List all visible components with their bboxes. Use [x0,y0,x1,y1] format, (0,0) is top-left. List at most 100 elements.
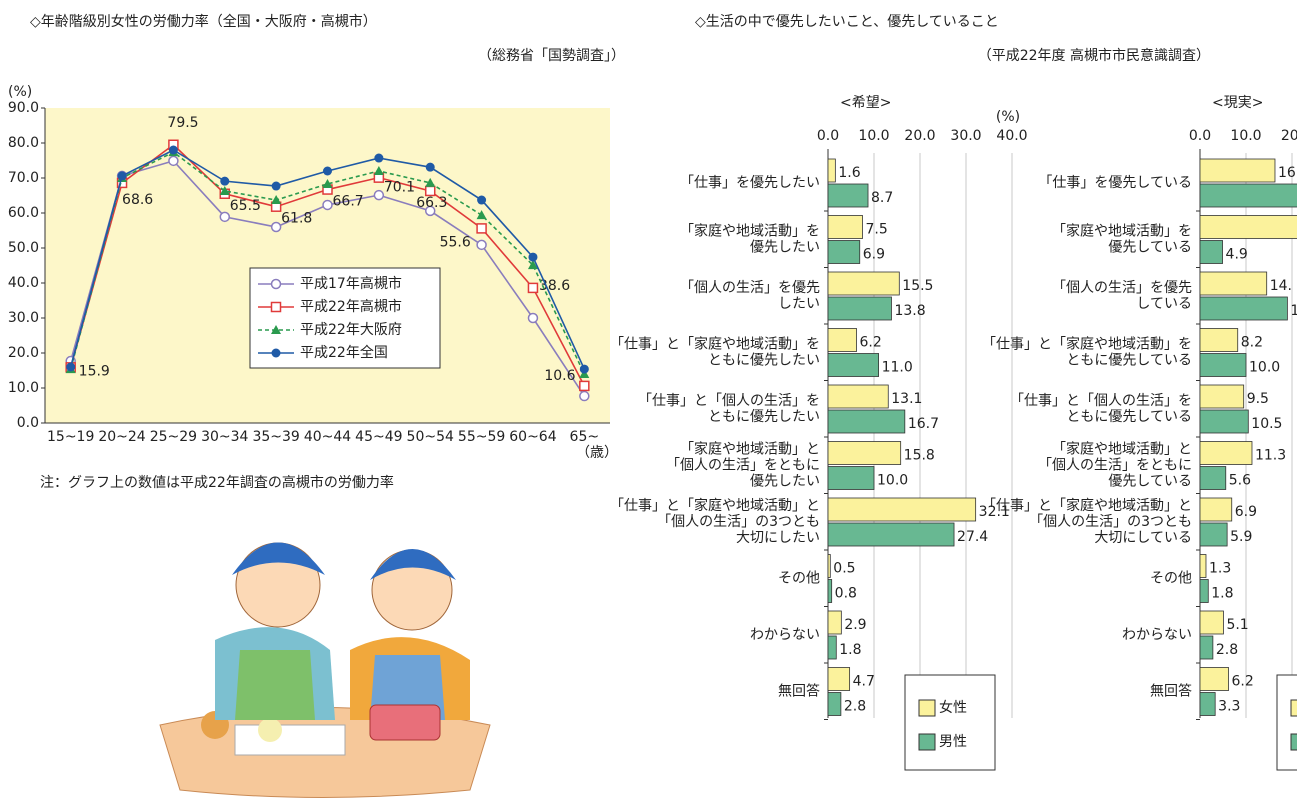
value-label: 11.3 [1255,448,1286,464]
source: （総務省「国勢調査」） [478,48,625,64]
marker [477,224,486,233]
bar [1200,354,1246,377]
value-label: 2.8 [844,699,866,715]
marker [477,240,486,249]
bar [1200,498,1232,521]
y-tick-label: 50.0 [8,240,39,256]
illustration [160,543,490,798]
note: 注：グラフ上の数値は平成22年調査の高槻市の労働力率 [40,474,394,491]
value-label: 79.5 [167,115,198,131]
category-label: 「仕事」と「個人の生活」を [638,393,820,409]
value-label: 16 [1278,165,1296,181]
value-label: 6.2 [1232,674,1254,690]
legend-swatch [1291,734,1297,750]
bar [1200,410,1248,433]
bar [828,216,863,239]
marker [426,163,435,172]
marker [169,156,178,165]
x-tick-label: 35~39 [252,429,299,445]
y-tick-label: 10.0 [8,380,39,396]
bar [828,329,857,352]
bar [828,668,850,691]
y-tick-label: 30.0 [8,310,39,326]
value-label: 61.8 [281,211,312,227]
category-label: 無回答 [778,683,820,700]
value-label: 4.7 [853,674,875,690]
category-label: 優先している [1108,474,1192,490]
x-tick-label: 65~ [570,429,600,445]
y-tick-label: 0.0 [17,415,39,431]
bar [1200,467,1226,490]
value-label: 15.9 [79,363,110,379]
bar [1200,216,1297,239]
x-tick-label: 30.0 [950,128,981,144]
chart-page: ◇年齢階級別女性の労働力率（全国・大阪府・高槻市）（総務省「国勢調査」）注：グラ… [0,0,1297,809]
marker [580,392,589,401]
value-label: 1.8 [1211,586,1233,602]
marker [374,154,383,163]
bar [1200,241,1223,264]
marker [220,212,229,221]
bar [828,272,899,295]
category-label: 「仕事」と「家庭や地域活動」と [610,497,820,514]
plot-background [45,108,610,423]
category-label: ともに優先したい [708,409,820,425]
value-label: 66.3 [416,195,447,211]
value-label: 15.8 [904,448,935,464]
legend-label: 平成22年大阪府 [300,322,402,338]
category-label: 「仕事」と「家庭や地域活動」を [610,336,820,353]
value-label: 65.5 [230,198,261,214]
value-label: 6.9 [863,247,885,263]
x-tick-label: 20~24 [98,429,145,445]
value-label: 14. [1270,278,1292,294]
marker [220,177,229,186]
bar [828,385,888,408]
category-label: 「個人の生活」を優先 [1052,280,1192,296]
category-label: 大切にしている [1094,530,1192,546]
legend-label: 男性 [939,734,967,750]
pot [370,705,440,740]
bar [828,241,860,264]
value-label: 6.2 [860,335,882,351]
bar [1200,329,1238,352]
x-tick-label: 10.0 [858,128,889,144]
source: （平成22年度 高槻市市民意識調査） [978,47,1210,64]
bar [828,498,976,521]
category-label: ともに優先したい [708,353,820,369]
potato [258,718,282,742]
legend-box [1277,675,1297,770]
marker [528,253,537,262]
value-label: 5.9 [1230,529,1252,545]
legend-marker [272,303,281,312]
value-label: 8.7 [871,190,893,206]
bar [1200,297,1287,320]
value-label: 0.8 [835,586,857,602]
legend-marker [272,349,281,358]
y-tick-label: 40.0 [8,275,39,291]
marker [580,381,589,390]
value-label: 55.6 [440,234,471,250]
bar [828,611,841,634]
y-tick-label: 20.0 [8,345,39,361]
bar [1200,385,1244,408]
marker [323,167,332,176]
bar [828,693,841,716]
category-label: している [1136,296,1192,312]
bar [828,555,830,578]
legend-label: 女性 [939,699,967,716]
value-label: 13.1 [891,391,922,407]
marker [272,182,281,191]
category-label: 「仕事」と「家庭や地域活動」を [982,336,1192,353]
bar [1200,580,1208,603]
category-label: 大切にしたい [736,530,820,546]
marker [477,196,486,205]
category-label: 「家庭や地域活動」を [1052,223,1192,240]
category-label: 「家庭や地域活動」と [1052,441,1192,458]
bar [1200,555,1206,578]
bar [1200,272,1267,295]
marker [272,223,281,232]
value-label: 13.8 [894,303,925,319]
bar [828,297,891,320]
x-tick-label: 20.0 [904,128,935,144]
marker [66,363,75,372]
